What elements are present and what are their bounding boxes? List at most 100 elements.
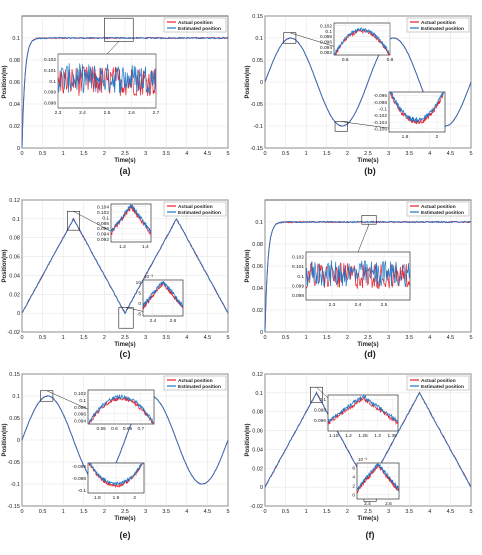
x-tick-label: 2 [346, 509, 349, 515]
inset-y-tick-label: -0.1 [379, 106, 388, 112]
inset-x-tick-label: 2 [133, 495, 136, 501]
y-tick-label: 0 [17, 146, 20, 152]
y-tick-label: 0.04 [252, 286, 263, 292]
inset-y-tick-label: 0.1 [319, 397, 326, 403]
inset-y-tick-label: 0 [352, 492, 355, 498]
y-tick-label: -0.1 [254, 124, 263, 130]
inset-x-tick-label: 1.4 [142, 244, 149, 250]
legend-box [163, 17, 227, 33]
inset-x-tick-label: 2.3 [55, 110, 62, 116]
inset-x-tick-label: 2.5 [381, 302, 388, 308]
x-tick-label: 0.5 [282, 335, 290, 341]
x-tick-label: 1 [62, 151, 65, 157]
x-tick-label: 3 [387, 151, 390, 157]
y-tick-label: 0.02 [252, 308, 263, 314]
x-tick-label: 0 [20, 335, 23, 341]
x-tick-label: 5 [226, 509, 229, 515]
panel-label: (f) [366, 530, 375, 540]
series-estimated-position [264, 220, 472, 333]
x-tick-label: 3 [387, 509, 390, 515]
inset-exponent-label: 10⁻³ [358, 457, 367, 462]
panel-label: (e) [120, 530, 131, 540]
inset-y-tick-label: 0.098 [44, 100, 56, 106]
y-tick-label: 0.15 [252, 14, 263, 20]
y-axis-label: Position(m) [2, 66, 8, 99]
inset-y-tick-label: -0.102 [373, 113, 387, 119]
legend-entry-actual: Actual position [178, 204, 213, 210]
inset-y-tick-label: 0.098 [97, 221, 109, 227]
x-tick-label: 0 [263, 335, 266, 341]
inset-x-tick-label: 1.8 [94, 495, 101, 501]
inset-y-tick-label: 0.096 [314, 418, 326, 424]
inset-y-tick-label: 0.102 [74, 391, 86, 397]
panel-3: 0 0.5 1 1.5 2 2.5 3 3.5 4 4.5 5 0 0.02 0.04 0.06 0.08 0.… [245, 199, 473, 359]
y-tick-label: 0.12 [9, 198, 20, 204]
y-axis-label: Position(m) [245, 250, 251, 283]
y-tick-label: 0.06 [9, 255, 20, 261]
x-tick-label: 2.5 [364, 335, 372, 341]
inset-y-tick-label: 0.096 [97, 226, 109, 232]
inset-y-tick-label: 0.094 [74, 418, 86, 424]
inset-y-tick-label: -0.098 [72, 476, 86, 482]
inset-x-tick-label: 2 [436, 134, 439, 140]
inset-x-tick-label: 1.2 [119, 244, 126, 250]
inset-bottom: 1.8 1.9 2 -0.096 -0.098 -0.1 [72, 462, 145, 501]
inset-x-tick-label: 1.3 [374, 433, 381, 439]
inset-y-tick-label: -0.096 [72, 464, 86, 470]
x-tick-label: 4.5 [447, 509, 455, 515]
inset-x-tick-label: 0.8 [387, 57, 394, 63]
inset-x-tick-label: 0.6 [111, 426, 118, 432]
inset-x-tick-label: 2.6 [385, 501, 392, 507]
legend-entry-actual: Actual position [421, 204, 456, 210]
y-tick-label: 0.05 [9, 416, 20, 422]
y-tick-label: -0.02 [7, 330, 20, 336]
y-tick-label: 0.1 [12, 394, 20, 400]
y-tick-label: 0.04 [252, 447, 263, 453]
inset-x-tick-label: 1.2 [345, 433, 352, 439]
legend-entry-estimated: Estimated position [421, 210, 464, 216]
y-tick-label: -0.02 [250, 504, 263, 510]
zoom-connector [106, 41, 120, 55]
x-tick-label: 4 [185, 335, 188, 341]
inset-x-tick-label: 0.7 [137, 426, 144, 432]
y-tick-label: 0.05 [252, 58, 263, 64]
x-axis-label: Time(s) [357, 342, 378, 348]
inset-series-estimated [88, 394, 154, 425]
x-tick-label: 2.5 [364, 151, 372, 157]
legend-box [406, 17, 470, 33]
inset: 2.3 2.4 2.5 2.6 2.7 0.102 0.101 0.1 0.099 0.098 [44, 53, 160, 116]
inset-y-tick-label: -0.096 [373, 93, 387, 99]
inset-y-tick-label: 10 [136, 280, 142, 286]
inset-y-tick-label: -0.104 [373, 120, 387, 126]
inset-x-tick-label: 0.55 [97, 426, 107, 432]
x-axis-label: Time(s) [357, 516, 378, 522]
x-tick-label: 2.5 [121, 335, 129, 341]
y-tick-label: 0.08 [252, 410, 263, 416]
inset-y-tick-label: 2 [352, 483, 355, 489]
y-tick-label: -0.05 [7, 460, 20, 466]
y-tick-label: 0.15 [9, 372, 20, 378]
x-tick-label: 0 [20, 509, 23, 515]
inset-x-tick-label: 1.8 [402, 134, 409, 140]
x-tick-label: 2.5 [121, 509, 129, 515]
y-tick-label: -0.1 [11, 482, 20, 488]
x-tick-label: 5 [469, 151, 472, 157]
x-tick-label: 4.5 [204, 151, 212, 157]
y-tick-label: 0.06 [252, 429, 263, 435]
legend-entry-estimated: Estimated position [178, 384, 221, 390]
inset-y-tick-label: 0.1 [49, 79, 56, 85]
x-tick-label: 1.5 [323, 151, 331, 157]
legend-entry-estimated: Estimated position [178, 210, 221, 216]
inset-y-tick-label: 0.102 [44, 57, 56, 63]
x-tick-label: 1 [62, 509, 65, 515]
inset-y-tick-label: 0.092 [320, 50, 332, 56]
y-tick-label: -0.15 [250, 146, 263, 152]
y-tick-label: 0.06 [252, 264, 263, 270]
x-tick-label: 4 [428, 509, 431, 515]
